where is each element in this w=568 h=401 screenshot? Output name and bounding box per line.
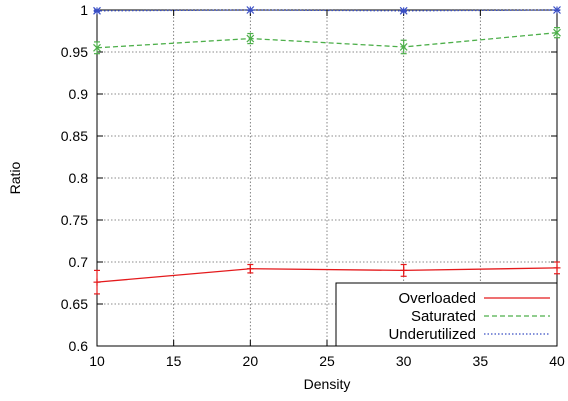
- legend-label: Overloaded: [398, 290, 476, 307]
- data-point: [93, 6, 101, 15]
- data-point: [93, 278, 101, 286]
- y-tick-label: 0.65: [61, 296, 88, 312]
- data-point: [553, 264, 561, 272]
- marker-stroke: [93, 43, 101, 52]
- marker-stroke: [93, 6, 101, 15]
- x-tick-label: 40: [549, 353, 565, 369]
- marker-stroke: [246, 6, 255, 14]
- series-group: [93, 6, 561, 295]
- x-tick-label: 20: [243, 353, 259, 369]
- data-point: [246, 265, 254, 273]
- x-axis-title: Density: [304, 376, 351, 392]
- marker-stroke: [399, 43, 408, 51]
- marker-stroke: [553, 6, 561, 14]
- legend-label: Saturated: [411, 308, 476, 325]
- y-tick-label: 0.6: [69, 338, 89, 354]
- series-saturated: [93, 27, 561, 55]
- x-tick-label: 15: [166, 353, 182, 369]
- y-tick-label: 0.8: [69, 170, 89, 186]
- data-point: [400, 266, 408, 274]
- data-point: [399, 43, 408, 51]
- y-tick-label: 0.75: [61, 212, 88, 228]
- data-point: [553, 6, 561, 14]
- series-line: [96, 267, 558, 283]
- y-tick-label: 0.95: [61, 44, 88, 60]
- x-tick-label: 10: [89, 353, 105, 369]
- legend-item: Underutilized: [388, 326, 550, 343]
- data-point: [246, 34, 255, 43]
- x-tick-label: 30: [396, 353, 412, 369]
- series-overloaded: [93, 261, 561, 295]
- marker-stroke: [553, 28, 561, 37]
- legend-box: [335, 282, 558, 347]
- series-underutilized: [93, 6, 561, 15]
- ticks: 10 15 20 25 30 35 40 0.6 0.65 0.7 0.75 0.8 0.85 0.9 0.…: [61, 2, 565, 369]
- x-tick-label: 25: [319, 353, 335, 369]
- data-point: [553, 28, 561, 37]
- y-tick-label: 0.85: [61, 128, 88, 144]
- marker-stroke: [246, 34, 255, 43]
- marker-stroke: [399, 6, 408, 15]
- data-point: [246, 6, 255, 14]
- data-point: [93, 43, 101, 52]
- legend-label: Underutilized: [388, 326, 476, 343]
- y-tick-label: 0.9: [69, 86, 89, 102]
- y-tick-label: 1: [80, 2, 88, 18]
- x-tick-label: 35: [473, 353, 489, 369]
- y-tick-label: 0.7: [69, 254, 89, 270]
- data-point: [399, 6, 408, 15]
- y-axis-title: Ratio: [7, 161, 23, 194]
- series-line: [96, 32, 558, 49]
- legend-item: Saturated: [411, 308, 550, 325]
- legend-item: Overloaded: [398, 290, 550, 307]
